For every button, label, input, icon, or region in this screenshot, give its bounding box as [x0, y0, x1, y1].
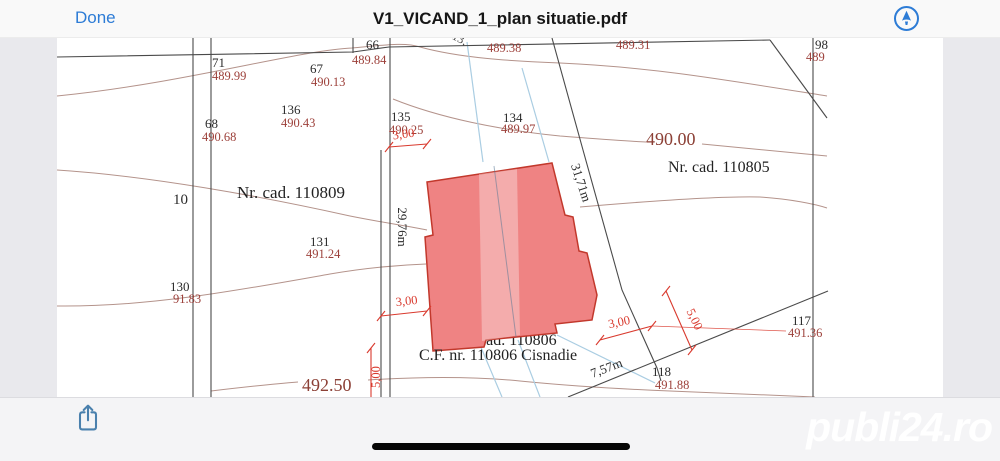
contour-label-492: 492.50	[302, 375, 352, 395]
boundary-lines	[56, 38, 829, 397]
point-elevation: 490.13	[311, 75, 345, 89]
point-elevation: 490.43	[281, 116, 315, 130]
survey-point-labels: 71 489.99 67 490.13 66 489.84 136 490.43…	[170, 38, 828, 392]
line-through-building	[493, 165, 517, 338]
done-button[interactable]: Done	[75, 8, 116, 27]
cf-label-110806: C.F. nr. 110806 Cisnadie	[419, 347, 577, 364]
point-elevation: 489.38	[487, 41, 521, 55]
contour-label-490: 490.00	[646, 129, 696, 149]
point-elevation: 490.25	[389, 123, 423, 137]
point-number: 134	[503, 110, 523, 125]
point-number: 118	[652, 364, 671, 379]
point-number: 10	[173, 192, 188, 208]
point-number: 67	[310, 61, 324, 76]
parcel-label-110809: Nr. cad. 110809	[237, 183, 345, 202]
point-elevation: 91.83	[173, 292, 201, 306]
share-icon[interactable]	[74, 402, 102, 434]
dimension-ticks	[366, 138, 697, 356]
point-elevation: 490.68	[202, 130, 236, 144]
dim-cut-fragment: 13,	[450, 38, 470, 48]
building-light-strip	[479, 169, 520, 341]
cadastral-plan-drawing: Nr. cad. 110806 71 489.99 67 490.13 66 4…	[56, 38, 943, 397]
dim-3m: 3,00	[395, 293, 418, 309]
pdf-viewer-toolbar: Done V1_VICAND_1_plan situatie.pdf	[0, 0, 1000, 38]
dim-3m: 3,00	[607, 313, 631, 331]
point-number: 136	[281, 102, 301, 117]
point-number: 131	[310, 234, 330, 249]
point-elevation: 489.84	[352, 53, 387, 67]
point-elevation: 491.36	[788, 326, 822, 340]
point-number: 71	[212, 55, 225, 70]
point-number: 117	[792, 313, 812, 328]
dim-29m: 29,76m	[395, 207, 410, 246]
point-elevation: 489.31	[616, 38, 650, 52]
dim-3m: 3,00	[392, 126, 416, 143]
point-elevation: 491.24	[306, 247, 341, 261]
parcel-limit-cyan-lines	[466, 41, 656, 397]
building-footprint	[424, 162, 598, 352]
dim-5m: 5,00	[369, 366, 383, 388]
point-number: 135	[391, 109, 411, 124]
point-elevation: 489.97	[501, 122, 535, 136]
home-indicator[interactable]	[372, 443, 630, 450]
point-number: 68	[205, 116, 218, 131]
parcel-label-110805: Nr. cad. 110805	[668, 159, 770, 176]
point-elevation: 491.88	[655, 378, 689, 392]
point-number: 98	[815, 38, 828, 52]
page-title: V1_VICAND_1_plan situatie.pdf	[372, 9, 628, 28]
dimension-lines	[366, 138, 787, 397]
watermark-text: publi24.ro	[806, 404, 993, 450]
building-polygon	[424, 162, 598, 352]
point-number: 130	[170, 279, 190, 294]
contour-lines	[56, 43, 828, 397]
pdf-page[interactable]: Nr. cad. 110806 71 489.99 67 490.13 66 4…	[0, 38, 1000, 397]
point-elevation: 489	[806, 50, 825, 64]
pdf-viewer-bottom-bar: publi24.ro	[0, 397, 1000, 461]
markup-pen-icon[interactable]	[893, 5, 920, 32]
point-number: 66	[366, 38, 380, 52]
point-elevation: 489.99	[212, 69, 246, 83]
